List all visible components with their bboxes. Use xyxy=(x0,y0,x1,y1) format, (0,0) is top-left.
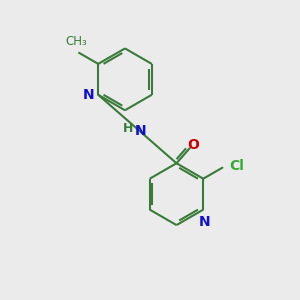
Text: N: N xyxy=(199,215,211,229)
Text: O: O xyxy=(188,138,200,152)
Text: N: N xyxy=(135,124,146,138)
Text: N: N xyxy=(83,88,95,102)
Text: Cl: Cl xyxy=(229,159,244,173)
Text: CH₃: CH₃ xyxy=(66,34,88,47)
Text: H: H xyxy=(123,122,133,135)
